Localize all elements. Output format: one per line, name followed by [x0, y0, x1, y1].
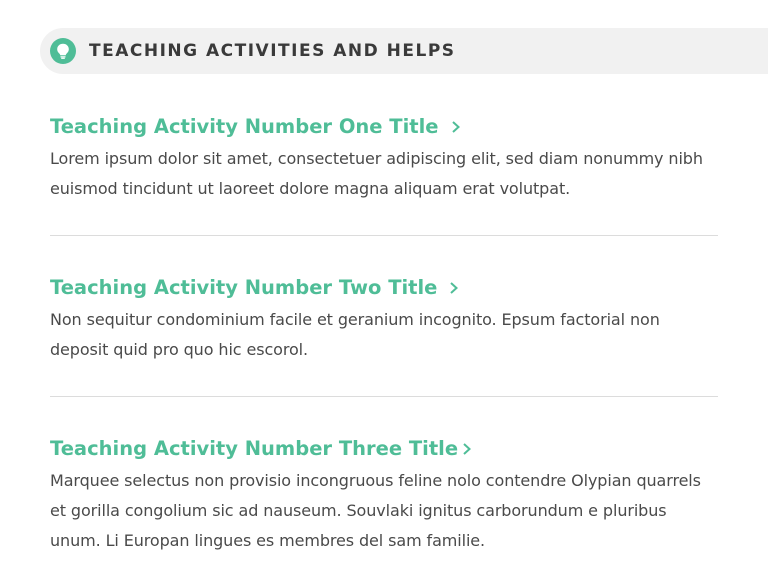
chevron-right-icon: [450, 282, 459, 294]
divider: [50, 396, 718, 397]
activity-title: Teaching Activity Number Two Title: [50, 276, 438, 299]
section-title: TEACHING ACTIVITIES AND HELPS: [89, 41, 456, 61]
activity-link-two[interactable]: Teaching Activity Number Two Title: [50, 273, 460, 303]
activity-item: Teaching Activity Number Two Title Non s…: [50, 273, 718, 365]
activity-item: Teaching Activity Number One Title Lorem…: [50, 112, 718, 204]
activity-list: Teaching Activity Number One Title Lorem…: [50, 112, 718, 556]
chevron-right-icon: [463, 443, 472, 455]
activity-title: Teaching Activity Number Three Title: [50, 437, 459, 460]
activity-link-one[interactable]: Teaching Activity Number One Title: [50, 112, 462, 142]
activity-description: Marquee selectus non provisio incongruou…: [50, 471, 701, 550]
section-header: TEACHING ACTIVITIES AND HELPS: [40, 28, 768, 74]
activity-item: Teaching Activity Number Three Title Mar…: [50, 434, 718, 556]
activity-description: Non sequitur condominium facile et geran…: [50, 310, 660, 359]
chevron-right-icon: [451, 121, 460, 133]
activity-description: Lorem ipsum dolor sit amet, consectetuer…: [50, 149, 703, 198]
lightbulb-icon: [50, 38, 76, 64]
activity-title: Teaching Activity Number One Title: [50, 115, 439, 138]
divider: [50, 235, 718, 236]
activity-link-three[interactable]: Teaching Activity Number Three Title: [50, 434, 473, 464]
